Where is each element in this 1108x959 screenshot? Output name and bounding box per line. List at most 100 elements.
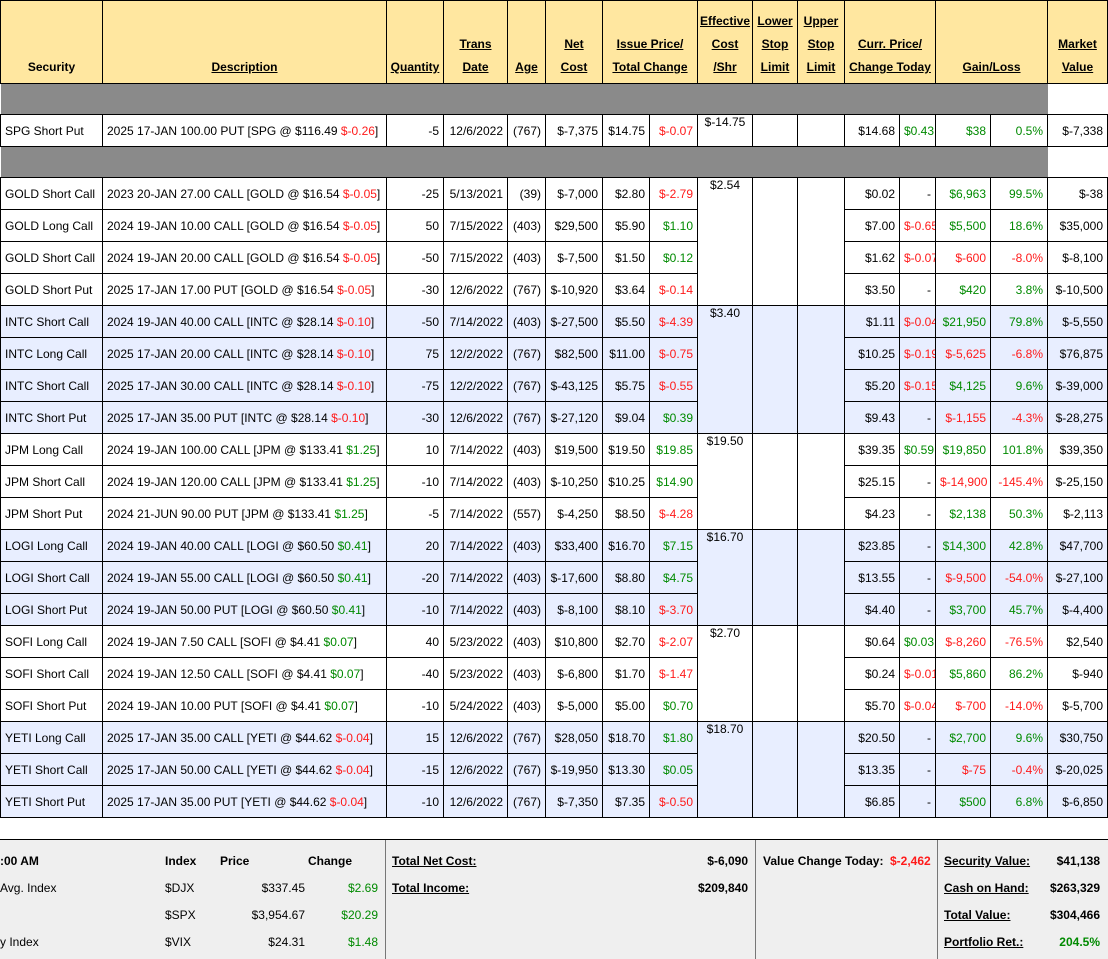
security-cell[interactable]: GOLD Short Put [0, 273, 103, 306]
security-cell[interactable]: SOFI Long Call [0, 625, 103, 658]
position-row[interactable]: SOFI Short Put 2024 19-JAN 10.00 PUT [SOF… [0, 689, 1108, 722]
quantity-cell: -30 [386, 401, 444, 434]
upper-stop-cell[interactable] [797, 433, 845, 530]
position-row[interactable]: SPG Short Put 2025 17-JAN 100.00 PUT [SPG… [0, 114, 1108, 147]
issue-price-cell: $5.00 [602, 689, 650, 722]
security-cell[interactable]: JPM Short Call [0, 465, 103, 498]
col-upper-stop[interactable]: Upper Stop Limit [797, 0, 845, 84]
col-gain-loss[interactable]: Gain/Loss [935, 0, 1049, 84]
position-row[interactable]: INTC Short Call 2025 17-JAN 30.00 CALL [I… [0, 369, 1108, 402]
trans-date-cell: 12/6/2022 [443, 721, 508, 754]
total-change-cell: $0.39 [649, 401, 698, 434]
col-trans-date[interactable]: Trans Date [443, 0, 508, 84]
col-lower-stop[interactable]: Lower Stop Limit [752, 0, 798, 84]
security-cell[interactable]: LOGI Long Call [0, 529, 103, 562]
col-security[interactable]: Security [0, 0, 103, 84]
lower-stop-cell[interactable] [752, 625, 798, 722]
col-age[interactable]: Age [507, 0, 546, 84]
position-row[interactable]: GOLD Short Put 2025 17-JAN 17.00 PUT [GOL… [0, 273, 1108, 306]
security-cell[interactable]: INTC Short Call [0, 305, 103, 338]
total-income-label[interactable]: Total Income: [392, 881, 470, 895]
portfolio-return-label[interactable]: Portfolio Ret.: [944, 935, 1024, 949]
security-cell[interactable]: INTC Long Call [0, 337, 103, 370]
index-symbol[interactable]: $DJX [165, 881, 195, 895]
security-cell[interactable]: JPM Short Put [0, 497, 103, 530]
security-cell[interactable]: SOFI Short Put [0, 689, 103, 722]
security-cell[interactable]: SPG Short Put [0, 114, 103, 147]
quantity-cell: -20 [386, 561, 444, 594]
security-cell[interactable]: GOLD Short Call [0, 241, 103, 274]
gain-loss-cell: $5,860 [935, 657, 992, 690]
index-symbol[interactable]: $VIX [165, 935, 192, 949]
index-symbol[interactable]: $SPX [165, 908, 196, 922]
lower-stop-cell[interactable] [752, 433, 798, 530]
position-row[interactable]: YETI Short Put 2025 17-JAN 35.00 PUT [YET… [0, 785, 1108, 818]
position-row[interactable]: SOFI Short Call 2024 19-JAN 12.50 CALL [S… [0, 657, 1108, 690]
security-cell[interactable]: GOLD Short Call [0, 177, 103, 210]
position-row[interactable]: GOLD Short Call 2024 19-JAN 20.00 CALL [G… [0, 241, 1108, 274]
position-row[interactable]: JPM Long Call 2024 19-JAN 100.00 CALL [JP… [0, 433, 1108, 530]
closing-bracket: ] [361, 602, 366, 617]
position-row[interactable]: SOFI Long Call 2024 19-JAN 7.50 CALL [SOF… [0, 625, 1108, 722]
security-cell[interactable]: LOGI Short Call [0, 561, 103, 594]
position-row[interactable]: LOGI Short Put 2024 19-JAN 50.00 PUT [LOG… [0, 593, 1108, 626]
lower-stop-cell[interactable] [752, 529, 798, 626]
position-row[interactable]: YETI Short Call 2025 17-JAN 50.00 CALL [Y… [0, 753, 1108, 786]
lower-stop-cell[interactable] [752, 177, 798, 306]
security-cell[interactable]: LOGI Short Put [0, 593, 103, 626]
position-row[interactable]: JPM Short Call 2024 19-JAN 120.00 CALL [J… [0, 465, 1108, 498]
gain-loss-pct-cell: -54.0% [990, 561, 1049, 594]
cash-on-hand-value: $263,329 [1049, 881, 1100, 895]
closing-bracket: ] [370, 314, 375, 329]
upper-stop-cell[interactable] [797, 529, 845, 626]
security-cell[interactable]: YETI Long Call [0, 721, 103, 754]
position-row[interactable]: LOGI Short Call 2024 19-JAN 55.00 CALL [L… [0, 561, 1108, 594]
upper-stop-cell[interactable] [797, 625, 845, 722]
upper-stop-cell[interactable] [797, 305, 845, 434]
col-market-value[interactable]: Market Value [1047, 0, 1108, 84]
cash-on-hand-label[interactable]: Cash on Hand: [944, 881, 1029, 895]
col-net-cost[interactable]: Net Cost [545, 0, 603, 84]
security-value-label[interactable]: Security Value: [944, 854, 1031, 868]
current-price-cell: $0.64 [844, 625, 900, 658]
age-cell: (767) [507, 114, 546, 147]
position-row[interactable]: INTC Short Call 2024 19-JAN 40.00 CALL [I… [0, 305, 1108, 434]
position-row[interactable]: LOGI Long Call 2024 19-JAN 40.00 CALL [LO… [0, 529, 1108, 626]
col-description[interactable]: Description [102, 0, 387, 84]
total-net-cost-label[interactable]: Total Net Cost: [392, 854, 477, 868]
security-cell[interactable]: JPM Long Call [0, 433, 103, 466]
col-quantity[interactable]: Quantity [386, 0, 444, 84]
current-price-cell: $3.50 [844, 273, 900, 306]
position-row[interactable]: INTC Long Call 2025 17-JAN 20.00 CALL [IN… [0, 337, 1108, 370]
position-row[interactable]: YETI Long Call 2025 17-JAN 35.00 CALL [YE… [0, 721, 1108, 818]
upper-stop-cell[interactable] [797, 177, 845, 306]
lower-stop-cell[interactable] [752, 114, 798, 147]
description-cell: 2024 19-JAN 12.50 CALL [SOFI @ $4.41 $0.… [102, 657, 387, 690]
market-time: :00 AM [0, 854, 39, 868]
lower-stop-cell[interactable] [752, 305, 798, 434]
security-cell[interactable]: SOFI Short Call [0, 657, 103, 690]
upper-stop-cell[interactable] [797, 721, 845, 818]
gain-loss-cell: $-14,900 [935, 465, 992, 498]
position-row[interactable]: INTC Short Put 2025 17-JAN 35.00 PUT [INT… [0, 401, 1108, 434]
position-row[interactable]: JPM Short Put 2024 21-JUN 90.00 PUT [JPM … [0, 497, 1108, 530]
security-cell[interactable]: INTC Short Put [0, 401, 103, 434]
closing-bracket: ] [376, 442, 380, 457]
total-change-cell: $-2.79 [649, 177, 698, 210]
description-text: 2024 19-JAN 7.50 CALL [SOFI @ $4.41 [107, 634, 321, 649]
lower-stop-cell[interactable] [752, 721, 798, 818]
security-cell[interactable]: INTC Short Call [0, 369, 103, 402]
position-row[interactable]: GOLD Long Call 2024 19-JAN 10.00 CALL [GO… [0, 209, 1108, 242]
security-cell[interactable]: YETI Short Call [0, 753, 103, 786]
security-cell[interactable]: GOLD Long Call [0, 209, 103, 242]
security-cell[interactable]: YETI Short Put [0, 785, 103, 818]
total-change-cell: $-0.50 [649, 785, 698, 818]
total-value-label[interactable]: Total Value: [944, 908, 1011, 922]
upper-stop-cell[interactable] [797, 114, 845, 147]
market-value-cell: $39,350 [1047, 433, 1108, 466]
col-issue-price[interactable]: Issue Price/Total Change [602, 0, 698, 84]
col-curr-price[interactable]: Curr. Price/Change Today [843, 0, 937, 84]
col-effective-cost[interactable]: Effective Cost/Shr [697, 0, 753, 84]
price-header: Price [220, 854, 250, 868]
position-row[interactable]: GOLD Short Call 2023 20-JAN 27.00 CALL [G… [0, 177, 1108, 306]
